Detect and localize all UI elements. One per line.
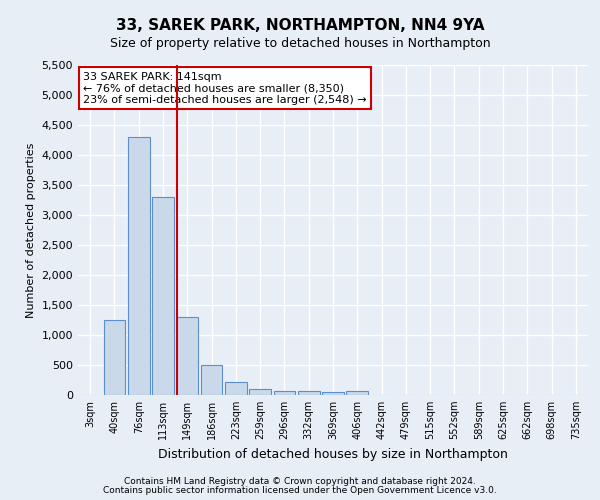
Text: Contains public sector information licensed under the Open Government Licence v3: Contains public sector information licen…: [103, 486, 497, 495]
Bar: [104, 320, 125, 395]
Bar: [200, 365, 223, 395]
Bar: [322, 392, 344, 395]
Bar: [249, 389, 271, 395]
Bar: [225, 382, 247, 395]
Bar: [298, 392, 320, 395]
Y-axis label: Number of detached properties: Number of detached properties: [26, 142, 36, 318]
Bar: [274, 391, 295, 395]
Bar: [128, 137, 149, 395]
X-axis label: Distribution of detached houses by size in Northampton: Distribution of detached houses by size …: [158, 448, 508, 460]
Text: 33 SAREK PARK: 141sqm
← 76% of detached houses are smaller (8,350)
23% of semi-d: 33 SAREK PARK: 141sqm ← 76% of detached …: [83, 72, 367, 105]
Text: 33, SAREK PARK, NORTHAMPTON, NN4 9YA: 33, SAREK PARK, NORTHAMPTON, NN4 9YA: [116, 18, 484, 32]
Bar: [152, 197, 174, 395]
Text: Contains HM Land Registry data © Crown copyright and database right 2024.: Contains HM Land Registry data © Crown c…: [124, 477, 476, 486]
Bar: [176, 317, 198, 395]
Text: Size of property relative to detached houses in Northampton: Size of property relative to detached ho…: [110, 38, 490, 51]
Bar: [346, 392, 368, 395]
